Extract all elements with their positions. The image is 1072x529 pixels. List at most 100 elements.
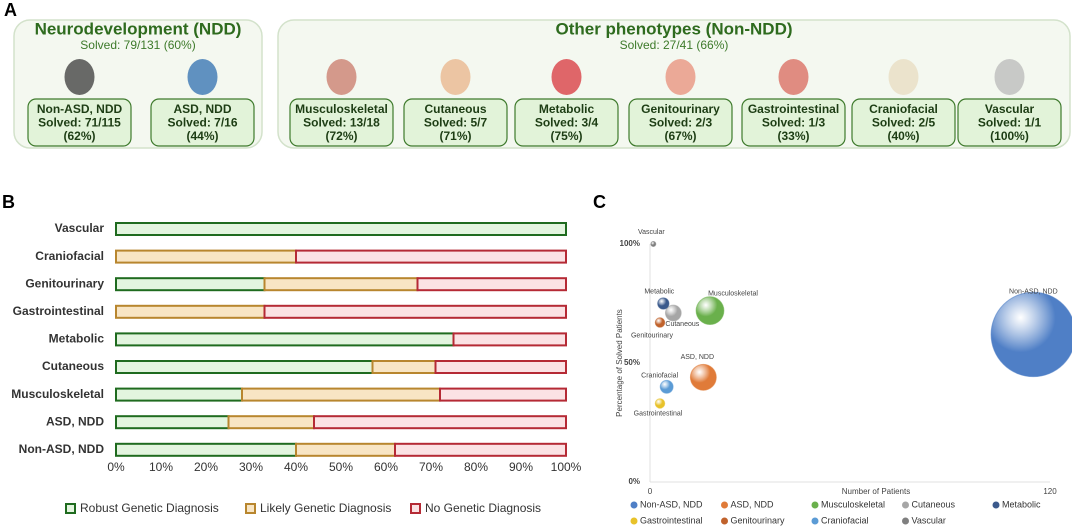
bubble-label: Non-ASD, NDD (1009, 288, 1058, 295)
legend-swatch (410, 503, 421, 514)
card-text: Solved: 2/3 (649, 116, 713, 130)
x-tick-label: 30% (239, 460, 263, 474)
legend-swatch (65, 503, 76, 514)
x-tick-label: 40% (284, 460, 308, 474)
bubble (654, 398, 666, 409)
icon (994, 59, 1025, 95)
bar-segment (394, 442, 567, 457)
legend-marker (811, 517, 819, 525)
x-tick-label: 60% (374, 460, 398, 474)
legend-label: Vascular (912, 515, 946, 525)
group-subtitle: Solved: 27/41 (66%) (620, 38, 729, 52)
legend-swatch (245, 503, 256, 514)
bar-segment (115, 360, 374, 374)
bar-segment (115, 222, 567, 236)
group-title: Other phenotypes (Non-NDD) (555, 19, 792, 38)
legend-marker (630, 517, 638, 525)
icon (551, 59, 582, 95)
x-tick-label: 90% (509, 460, 533, 474)
card-text: Cutaneous (424, 102, 486, 116)
card-text: (62%) (63, 129, 95, 143)
bubble (650, 241, 657, 247)
bubble (689, 363, 717, 391)
card-text: Genitourinary (641, 102, 720, 116)
y-tick-label: 0% (628, 477, 640, 486)
icon (187, 59, 218, 95)
card-text: Gastrointestinal (748, 102, 839, 116)
y-tick-label: 100% (620, 239, 640, 248)
x-tick-label: 120 (1043, 487, 1057, 496)
bar-segment (115, 387, 243, 402)
card (741, 98, 846, 147)
bar-segment (416, 277, 567, 292)
legend-marker (630, 501, 638, 509)
y-axis-label: Percentage of Solved Patients (615, 309, 624, 417)
card-text: Craniofacial (869, 102, 938, 116)
card-text: (71%) (439, 129, 471, 143)
bubble-label: Gastrointestinal (634, 410, 683, 417)
card-text: Solved: 13/18 (303, 116, 380, 130)
bar-segment (115, 277, 266, 292)
bar-segment (263, 304, 567, 319)
card-text: Non-ASD, NDD (37, 102, 123, 116)
bubble-label: Musculoskeletal (708, 290, 758, 297)
x-tick-label: 100% (551, 460, 582, 474)
card-text: Solved: 5/7 (424, 116, 488, 130)
card-text: Musculoskeletal (295, 102, 388, 116)
x-tick-label: 70% (419, 460, 443, 474)
y-tick-label: Vascular (55, 221, 105, 235)
y-tick-label: 50% (624, 358, 640, 367)
card-text: (67%) (664, 129, 696, 143)
y-tick-label: Metabolic (49, 332, 105, 346)
bar-segment (434, 360, 567, 374)
bubble (654, 317, 666, 328)
legend-label: Cutaneous (912, 499, 956, 509)
bubble (659, 379, 674, 394)
x-axis-label: Number of Patients (842, 487, 910, 496)
card-text: (72%) (325, 129, 357, 143)
y-tick-label: Cutaneous (42, 359, 104, 373)
bubble-label: Metabolic (644, 288, 674, 295)
bar-segment (295, 442, 396, 457)
card (957, 98, 1062, 147)
bubble (990, 291, 1072, 378)
card (403, 98, 508, 147)
bubble-label: Cutaneous (665, 321, 699, 328)
bar-segment (115, 415, 230, 430)
bar-segment (439, 387, 567, 402)
card-text: Solved: 2/5 (872, 116, 936, 130)
card-text: Solved: 7/16 (167, 116, 237, 130)
legend-label: Robust Genetic Diagnosis (80, 501, 219, 515)
bubble (664, 304, 682, 322)
card-text: Vascular (985, 102, 1035, 116)
legend-label: Genitourinary (731, 515, 786, 525)
x-tick-label: 80% (464, 460, 488, 474)
y-tick-label: Gastrointestinal (13, 304, 104, 318)
card-text: (75%) (550, 129, 582, 143)
icon (326, 59, 357, 95)
card-text: (100%) (990, 129, 1029, 143)
card-text: Solved: 1/3 (762, 116, 826, 130)
bubble-label: Genitourinary (631, 332, 674, 339)
bar-segment (227, 415, 315, 430)
bubble-label: Craniofacial (641, 373, 678, 380)
card (514, 98, 619, 147)
y-tick-label: Genitourinary (25, 276, 104, 290)
card-text: (33%) (777, 129, 809, 143)
x-tick-label: 20% (194, 460, 218, 474)
bar-segment (371, 360, 437, 374)
card (27, 98, 132, 147)
icon (888, 59, 919, 95)
legend-label: Musculoskeletal (821, 499, 885, 509)
card-text: ASD, NDD (173, 102, 231, 116)
card-text: Solved: 71/115 (38, 116, 121, 130)
bubble-label: ASD, NDD (681, 354, 714, 361)
panel-label: B (2, 192, 15, 212)
legend-marker (721, 501, 728, 509)
legend-label: Craniofacial (821, 515, 869, 525)
bubble-label: Vascular (638, 229, 665, 236)
legend-marker (902, 517, 909, 525)
y-tick-label: Craniofacial (35, 249, 104, 263)
bar-segment (295, 249, 567, 264)
